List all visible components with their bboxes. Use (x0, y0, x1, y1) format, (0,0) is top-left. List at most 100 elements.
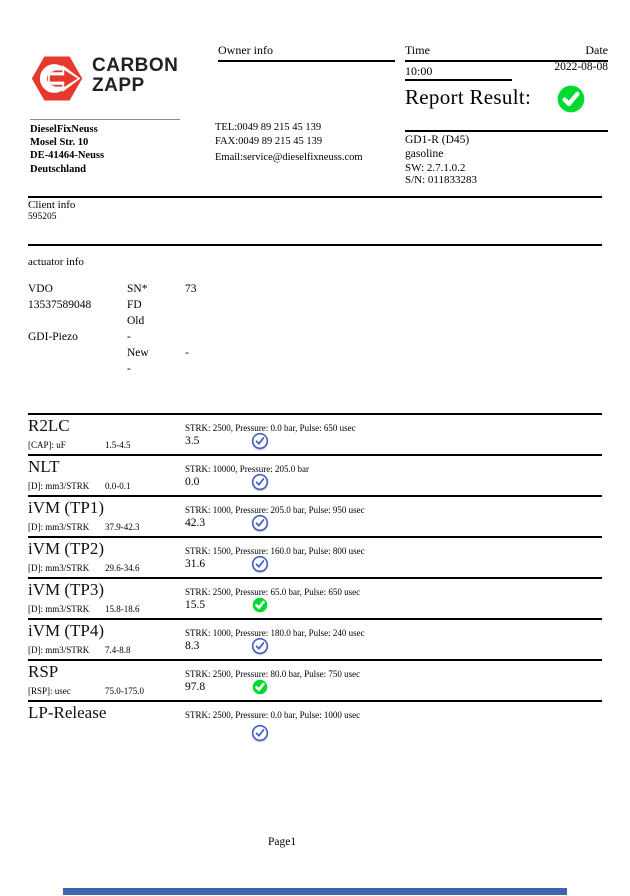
test-unit-label: [RSP]: usec (28, 686, 71, 696)
owner-underline (218, 60, 395, 62)
owner-fax: FAX:0049 89 215 45 139 (215, 135, 323, 147)
test-value: 0.0 (185, 476, 200, 488)
owner-street: Mosel Str. 10 (30, 137, 89, 149)
test-range: 1.5-4.5 (105, 440, 131, 450)
actuator-cell: FD (127, 299, 142, 311)
test-range: 75.0-175.0 (105, 686, 144, 696)
test-value: 3.5 (185, 435, 200, 447)
test-row: iVM (TP4) STRK: 1000, Pressure: 180.0 ba… (28, 618, 602, 661)
test-title: RSP (28, 662, 59, 681)
test-check-icon (251, 637, 269, 655)
machine-software: SW: 2.7.1.0.2 (405, 162, 466, 174)
actuator-section-line (28, 244, 602, 246)
time-date-underline (405, 60, 608, 62)
owner-email: Email:service@dieselfixneuss.com (215, 152, 363, 163)
machine-divider (405, 130, 608, 132)
test-unit-label: [D]: mm3/STRK (28, 481, 90, 491)
test-check-icon (251, 596, 269, 614)
test-value: 15.5 (185, 599, 206, 611)
time-date-header: Time Date (405, 43, 608, 58)
test-unit-label: [D]: mm3/STRK (28, 645, 90, 655)
test-title: iVM (TP4) (28, 621, 105, 640)
test-conditions: STRK: 1000, Pressure: 180.0 bar, Pulse: … (185, 628, 365, 638)
test-check-icon (251, 514, 269, 532)
test-range: 0.0-0.1 (105, 481, 131, 491)
actuator-cell: VDO (28, 283, 53, 295)
owner-contact: TEL:0049 89 215 45 139 FAX:0049 89 215 4… (215, 121, 322, 149)
machine-serial: S/N: 011833283 (405, 174, 478, 186)
report-result-label: Report Result: (405, 85, 532, 109)
actuator-cell: 73 (185, 283, 197, 295)
time-value: 10:00 (405, 64, 433, 78)
logo-wordmark: CARBON ZAPP (92, 56, 178, 96)
test-unit-label: [D]: mm3/STRK (28, 522, 90, 532)
test-check-icon (251, 678, 269, 696)
test-value: 42.3 (185, 517, 206, 529)
machine-info: GD1-R (D45) gasoline (405, 134, 469, 161)
test-range: 15.8-18.6 (105, 604, 140, 614)
owner-tel: TEL:0049 89 215 45 139 (215, 122, 322, 133)
actuator-cell: - (127, 363, 131, 375)
logo-word-carbon: CARBON (92, 55, 179, 76)
test-title: iVM (TP1) (28, 498, 105, 517)
test-row: iVM (TP2) STRK: 1500, Pressure: 160.0 ba… (28, 536, 602, 579)
client-section-line (28, 196, 602, 198)
test-value: 97.8 (185, 681, 206, 693)
machine-model: GD1-R (D45) (405, 134, 470, 146)
actuator-cell: SN* (127, 283, 148, 295)
test-check-icon (251, 432, 269, 450)
machine-versions: SW: 2.7.1.0.2 S/N: 011833283 (405, 162, 477, 186)
client-id: 595205 (28, 212, 57, 222)
test-row: LP-Release STRK: 2500, Pressure: 0.0 bar… (28, 700, 602, 743)
actuator-cell: New (127, 347, 149, 359)
test-conditions: STRK: 2500, Pressure: 0.0 bar, Pulse: 65… (185, 423, 356, 433)
test-unit-label: [CAP]: uF (28, 440, 66, 450)
actuator-cell: - (127, 331, 131, 343)
test-value: 31.6 (185, 558, 206, 570)
address-divider (30, 119, 180, 120)
test-check-icon (251, 555, 269, 573)
test-title: iVM (TP2) (28, 539, 105, 558)
test-row: iVM (TP3) STRK: 2500, Pressure: 65.0 bar… (28, 577, 602, 620)
test-conditions: STRK: 1500, Pressure: 160.0 bar, Pulse: … (185, 546, 365, 556)
actuator-cell: - (185, 347, 189, 359)
date-value: 2022-08-08 (554, 61, 608, 73)
test-row: iVM (TP1) STRK: 1000, Pressure: 205.0 ba… (28, 495, 602, 538)
test-conditions: STRK: 2500, Pressure: 80.0 bar, Pulse: 7… (185, 669, 361, 679)
owner-company: DieselFixNeuss (30, 124, 98, 135)
test-title: NLT (28, 457, 60, 476)
date-label: Date (585, 43, 608, 57)
test-check-icon (251, 724, 269, 742)
test-row: RSP STRK: 2500, Pressure: 80.0 bar, Puls… (28, 659, 602, 702)
test-range: 7.4-8.8 (105, 645, 131, 655)
test-conditions: STRK: 10000, Pressure: 205.0 bar (185, 464, 309, 474)
test-check-icon (251, 473, 269, 491)
test-unit-label: [D]: mm3/STRK (28, 604, 90, 614)
test-row: NLT STRK: 10000, Pressure: 205.0 bar [D]… (28, 454, 602, 497)
machine-fuel: gasoline (405, 147, 444, 160)
owner-address: DieselFixNeuss Mosel Str. 10 DE-41464-Ne… (30, 123, 104, 176)
time-value-underline (405, 79, 512, 81)
test-range: 37.9-42.3 (105, 522, 140, 532)
test-conditions: STRK: 1000, Pressure: 205.0 bar, Pulse: … (185, 505, 365, 515)
test-unit-label: [D]: mm3/STRK (28, 563, 90, 573)
test-title: LP-Release (28, 703, 107, 722)
test-conditions: STRK: 2500, Pressure: 65.0 bar, Pulse: 6… (185, 587, 361, 597)
actuator-cell: Old (127, 315, 145, 327)
footer-bar (63, 888, 567, 895)
time-label: Time (405, 43, 430, 57)
test-title: iVM (TP3) (28, 580, 105, 599)
logo-word-zapp: ZAPP (92, 75, 145, 96)
test-range: 29.6-34.6 (105, 563, 140, 573)
owner-country: Deutschland (30, 163, 87, 175)
page-number: Page1 (268, 836, 297, 848)
owner-city: DE-41464-Neuss (30, 150, 105, 162)
test-conditions: STRK: 2500, Pressure: 0.0 bar, Pulse: 10… (185, 710, 361, 720)
test-title: R2LC (28, 416, 70, 435)
actuator-cell: GDI-Piezo (28, 331, 78, 343)
test-value: 8.3 (185, 640, 200, 652)
actuator-cell: 13537589048 (28, 299, 92, 311)
test-row: R2LC STRK: 2500, Pressure: 0.0 bar, Puls… (28, 413, 602, 456)
carbonzapp-logo-icon (30, 50, 84, 107)
